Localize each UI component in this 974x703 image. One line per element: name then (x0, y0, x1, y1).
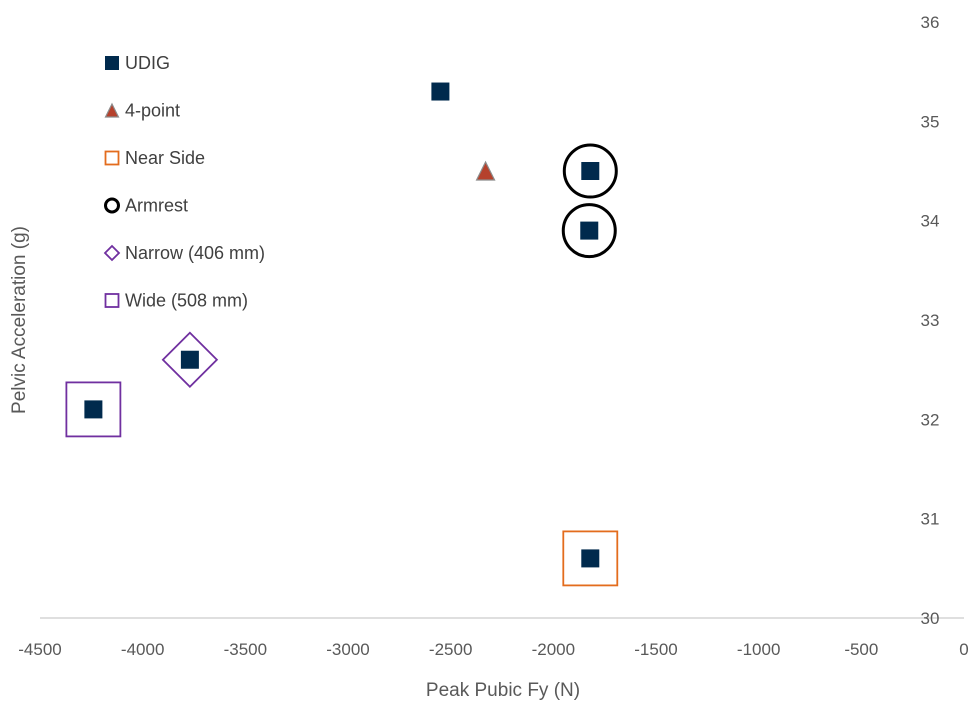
point-armrest (561, 203, 617, 259)
x-tick-label: -1500 (634, 640, 677, 659)
x-tick-label: -4000 (121, 640, 164, 659)
y-tick-label: 36 (921, 13, 940, 32)
y-tick-label: 35 (921, 112, 940, 131)
legend-marker-4-point (104, 102, 120, 118)
axes: -4500 -4000 -3500 -3000 -2500 -2000 -1500 -1000… (18, 13, 968, 659)
point-udig (581, 549, 600, 568)
point-udig (581, 162, 600, 180)
legend-label-wide-508-mm: Wide (508 mm) (125, 291, 248, 311)
legend-label-armrest: Armrest (125, 196, 188, 216)
y-axis-title: Pelvic Acceleration (g) (9, 226, 30, 414)
x-axis-title: Peak Pubic Fy (N) (426, 680, 580, 701)
plot-area (65, 82, 619, 587)
x-tick-label: -500 (844, 640, 878, 659)
point-near-side (562, 530, 619, 587)
y-tick-label: 34 (921, 212, 940, 231)
y-tick-label: 33 (921, 311, 940, 330)
legend: UDIG 4-point Near Side Armrest Narrow (406 m… (103, 53, 265, 311)
legend-marker-udig (105, 56, 119, 70)
x-tick-label: -2000 (532, 640, 575, 659)
legend-label-narrow-406-mm: Narrow (406 mm) (125, 243, 265, 263)
y-tick-label: 30 (921, 609, 940, 628)
point-udig (580, 221, 599, 240)
legend-label-udig: UDIG (125, 53, 170, 73)
x-tick-label: 0 (959, 640, 968, 659)
x-tick-label: -4500 (18, 640, 61, 659)
x-tick-label: -3500 (224, 640, 267, 659)
legend-marker-wide-508-mm (104, 293, 120, 308)
legend-marker-armrest (104, 197, 120, 214)
legend-marker-narrow-406-mm (103, 244, 121, 262)
y-tick-label: 31 (921, 510, 940, 529)
legend-label-near-side: Near Side (125, 148, 205, 168)
legend-marker-near-side (104, 150, 120, 166)
x-tick-label: -3000 (326, 640, 369, 659)
point-udig (431, 82, 450, 101)
point-4-point (475, 160, 496, 181)
point-armrest (562, 143, 618, 199)
point-udig (84, 400, 103, 419)
legend-label-4-point: 4-point (125, 101, 180, 121)
x-tick-label: -1000 (737, 640, 780, 659)
point-udig (180, 350, 199, 369)
x-tick-label: -2500 (429, 640, 472, 659)
y-tick-label: 32 (921, 410, 940, 429)
point-wide-508-mm (65, 381, 122, 438)
point-narrow-406-mm (161, 331, 219, 389)
